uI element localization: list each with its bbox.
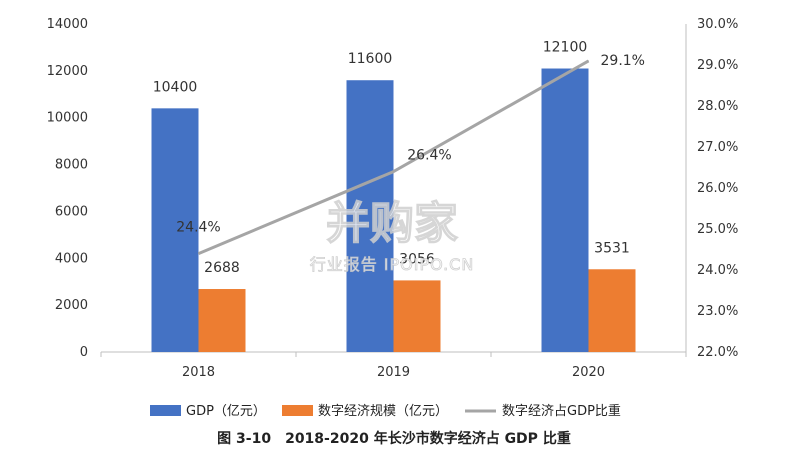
category-label: 2019 bbox=[377, 365, 410, 380]
legend-swatch-digital bbox=[282, 405, 313, 416]
bar-digital-economy bbox=[198, 289, 246, 352]
left-tick-label: 2000 bbox=[55, 298, 88, 313]
gdp-data-label: 11600 bbox=[348, 51, 393, 67]
right-tick-label: 22.0% bbox=[697, 345, 738, 360]
bar-gdp bbox=[541, 68, 589, 352]
watermark-subtitle: 行业报告 IPOIPO.CN bbox=[310, 255, 475, 274]
figure-caption: 图 3-10 2018-2020 年长沙市数字经济占 GDP 比重 bbox=[217, 430, 571, 447]
left-tick-label: 4000 bbox=[55, 251, 88, 266]
digital-data-label: 2688 bbox=[204, 260, 240, 276]
right-tick-label: 27.0% bbox=[697, 140, 738, 155]
share-point bbox=[198, 253, 199, 255]
legend-label-digital: 数字经济规模（亿元） bbox=[318, 404, 448, 419]
gdp-data-label: 10400 bbox=[153, 79, 198, 95]
watermark: 并购家 行业报告 IPOIPO.CN bbox=[309, 197, 475, 274]
legend-swatch-gdp bbox=[150, 405, 181, 416]
right-tick-label: 23.0% bbox=[697, 304, 738, 319]
legend-label-gdp: GDP（亿元） bbox=[186, 404, 266, 419]
share-point bbox=[588, 60, 589, 62]
category-label: 2018 bbox=[182, 365, 215, 380]
bars bbox=[151, 68, 636, 352]
watermark-brand: 并购家 bbox=[326, 198, 458, 249]
share-data-label: 29.1% bbox=[601, 53, 645, 69]
left-tick-label: 12000 bbox=[47, 64, 88, 79]
left-tick-label: 0 bbox=[80, 345, 88, 360]
share-line bbox=[197, 59, 590, 255]
axes: 0 2000 4000 6000 8000 10000 12000 14000 22.0% 23.… bbox=[47, 17, 739, 380]
digital-data-label: 3531 bbox=[594, 240, 630, 256]
digital-data-label: 3056 bbox=[399, 251, 435, 267]
left-tick-label: 14000 bbox=[47, 17, 88, 32]
bar-digital-economy bbox=[393, 280, 441, 352]
right-tick-label: 28.0% bbox=[697, 99, 738, 114]
right-tick-label: 29.0% bbox=[697, 58, 738, 73]
legend-label-share: 数字经济占GDP比重 bbox=[502, 403, 621, 419]
category-label: 2020 bbox=[572, 365, 605, 380]
left-tick-label: 8000 bbox=[55, 158, 88, 173]
share-point bbox=[393, 171, 394, 173]
share-data-label: 26.4% bbox=[407, 148, 451, 164]
left-tick-label: 6000 bbox=[55, 204, 88, 219]
share-data-label: 24.4% bbox=[176, 220, 220, 236]
right-tick-label: 30.0% bbox=[697, 17, 738, 32]
data-labels: 10400 2688 11600 3056 12100 3531 24.4% 26.4% 29.… bbox=[153, 40, 645, 277]
right-tick-label: 24.0% bbox=[697, 263, 738, 278]
gdp-data-label: 12100 bbox=[543, 40, 588, 56]
right-tick-label: 26.0% bbox=[697, 181, 738, 196]
legend: GDP（亿元） 数字经济规模（亿元） 数字经济占GDP比重 bbox=[150, 403, 621, 419]
bar-gdp bbox=[346, 80, 394, 352]
left-tick-label: 10000 bbox=[47, 111, 88, 126]
right-tick-label: 25.0% bbox=[697, 222, 738, 237]
bar-digital-economy bbox=[588, 269, 636, 352]
bar-gdp bbox=[151, 108, 199, 352]
